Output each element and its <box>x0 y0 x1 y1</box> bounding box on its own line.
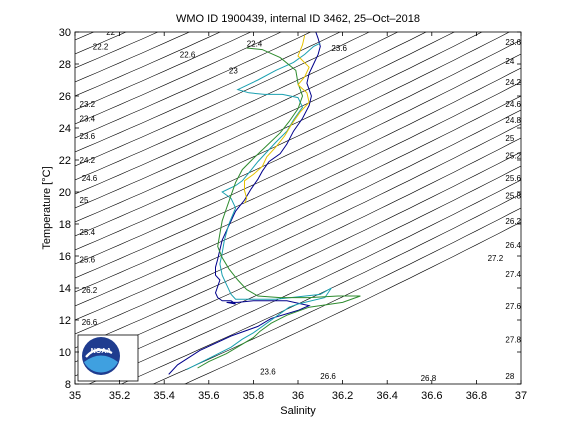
isopycnal-label: 23.6 <box>331 44 347 53</box>
isopycnal-label: 25.6 <box>505 174 521 183</box>
isopycnal-line <box>75 32 510 237</box>
x-tick-label: 36.2 <box>332 390 353 402</box>
x-tick-label: 35.4 <box>153 390 174 402</box>
isopycnal-line <box>75 32 427 195</box>
isopycnal-label: 26.6 <box>82 318 98 327</box>
isopycnal-line <box>75 109 521 321</box>
series-line <box>244 35 310 204</box>
isopycnal-line <box>75 151 521 363</box>
isopycnal-label: 25.6 <box>80 255 96 264</box>
x-tick-label: 37 <box>515 390 527 402</box>
x-axis: 35 35.2 35.4 35.6 35.8 36 36.2 36.4 36.6 36.8 37 <box>69 32 527 402</box>
y-axis-label: Temperature [°C] <box>41 166 53 249</box>
y-tick-label: 20 <box>59 187 71 199</box>
y-axis: 8 10 12 14 16 18 20 22 24 26 28 30 <box>59 27 521 391</box>
x-tick-label: 35.2 <box>109 390 130 402</box>
isopycnal-line <box>75 32 191 83</box>
isopycnal-label: 24.2 <box>80 156 96 165</box>
isopycnal-label: 26.2 <box>82 286 98 295</box>
isopycnal-label: 25 <box>80 196 89 205</box>
x-tick-label: 35 <box>69 390 81 402</box>
isopycnal-label: 23.6 <box>505 38 521 47</box>
y-tick-label: 22 <box>59 155 71 167</box>
series-line <box>168 32 321 375</box>
isopycnal-label: 22 <box>106 28 115 37</box>
isopycnal-label: 26.6 <box>320 372 336 381</box>
series-line <box>186 42 332 371</box>
noaa-logo: NOAA <box>77 334 139 382</box>
chart-title: WMO ID 1900439, internal ID 3462, 25–Oct… <box>176 13 420 25</box>
x-tick-label: 36.6 <box>421 390 442 402</box>
isopycnal-line <box>75 39 521 251</box>
isopycnal-line <box>75 95 521 307</box>
isopycnal-label: 24.2 <box>505 78 521 87</box>
plot-area <box>75 32 521 384</box>
isopycnal-label: 24 <box>505 57 514 66</box>
y-tick-label: 8 <box>65 379 71 391</box>
isopycnal-line <box>184 221 521 384</box>
isopycnal-label: 25.2 <box>505 151 521 160</box>
isopycnal-line <box>75 67 521 279</box>
isopycnal-line <box>75 32 221 97</box>
y-tick-label: 30 <box>59 27 71 39</box>
isopycnal-line <box>75 32 282 125</box>
isopycnal-label: 23.6 <box>260 367 276 376</box>
y-tick-label: 28 <box>59 59 71 71</box>
x-tick-label: 36.8 <box>466 390 487 402</box>
isopycnal-label: 24.6 <box>82 174 98 183</box>
isopycnal-label: 27.2 <box>488 254 504 263</box>
isopycnal-line <box>75 32 483 223</box>
noaa-logo-text: NOAA <box>91 348 112 355</box>
x-tick-label: 36.4 <box>376 390 397 402</box>
series-line <box>197 47 361 369</box>
x-tick-label: 35.8 <box>243 390 264 402</box>
y-tick-label: 18 <box>59 219 71 231</box>
series-group <box>168 32 361 375</box>
isopycnal-line <box>75 123 521 335</box>
x-tick-label: 36 <box>292 390 304 402</box>
isopycnal-label: 23.4 <box>80 115 96 124</box>
isopycnal-label: 23.6 <box>80 132 96 141</box>
isopycnal-line <box>75 32 341 153</box>
isopycnal-label: 27.6 <box>505 302 521 311</box>
isopycnal-line <box>75 53 521 265</box>
isopycnal-label: 22.4 <box>247 39 263 48</box>
isopycnal-label: 23 <box>229 67 238 76</box>
isopycnal-label: 22.6 <box>180 51 196 60</box>
isopycnal-label: 25 <box>505 134 514 143</box>
isopycnal-label: 24.6 <box>505 100 521 109</box>
isopycnal-label: 22.2 <box>93 43 109 52</box>
y-tick-label: 16 <box>59 251 71 263</box>
isopycnal-line <box>75 32 399 181</box>
isopycnal-line <box>75 81 521 293</box>
y-tick-label: 10 <box>59 347 71 359</box>
isopycnal-label: 26.2 <box>505 217 521 226</box>
y-tick-label: 12 <box>59 315 71 327</box>
isopycnal-label: 27.4 <box>505 270 521 279</box>
isopycnal-line <box>88 179 521 384</box>
y-tick-label: 14 <box>59 283 71 295</box>
x-axis-label: Salinity <box>280 405 316 417</box>
isopycnal-label: 27.8 <box>505 335 521 344</box>
x-tick-label: 35.6 <box>198 390 219 402</box>
isopycnal-label: 26.4 <box>505 241 521 250</box>
isopycnal-label: 28 <box>505 372 514 381</box>
isopycnal-label: 25.8 <box>505 191 521 200</box>
isopycnal-line <box>75 32 312 139</box>
isopycnal-line <box>75 165 521 377</box>
isopycnal-line <box>75 137 521 349</box>
isopycnal-label: 24.8 <box>505 116 521 125</box>
isopycnal-line <box>75 32 370 167</box>
y-tick-label: 24 <box>59 123 71 135</box>
isopycnal-label: 23.2 <box>80 100 96 109</box>
isopycnal-label: 26.8 <box>421 374 437 383</box>
isopycnal-label: 25.4 <box>80 228 96 237</box>
isopycnal-line <box>152 207 521 384</box>
y-tick-label: 26 <box>59 91 71 103</box>
isopycnal-line <box>75 32 159 69</box>
isopycnal-line <box>75 32 252 111</box>
